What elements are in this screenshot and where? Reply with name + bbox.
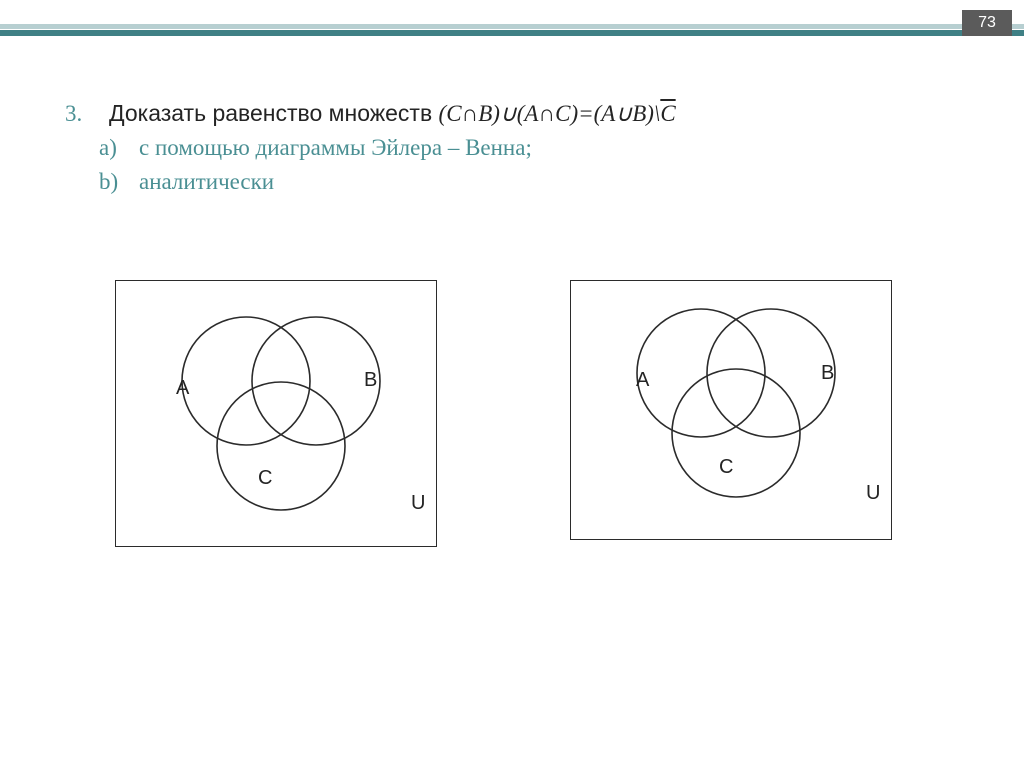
problem-number: 3. xyxy=(65,101,87,127)
venn-label-c: C xyxy=(258,467,272,489)
problem-formula: (C∩B)∪(A∩C)=(A∪B)\C xyxy=(439,101,676,126)
subitem-a: a) с помощью диаграммы Эйлера – Венна; xyxy=(99,135,984,161)
problem-text: Доказать равенство множеств (C∩B)∪(A∩C)=… xyxy=(109,100,676,127)
slide: 73 3. Доказать равенство множеств (C∩B)∪… xyxy=(0,0,1024,767)
venn-diagram-left: A B C U xyxy=(115,280,437,547)
subitem-a-text: с помощью диаграммы Эйлера – Венна; xyxy=(139,135,532,161)
venn-label-a: A xyxy=(176,377,190,399)
venn-diagrams-row: A B C U A B C U xyxy=(0,280,1024,600)
venn-diagram-right: A B C U xyxy=(570,280,892,540)
venn-circle-b xyxy=(252,317,380,445)
venn-label-u: U xyxy=(411,492,425,514)
venn-label-b: B xyxy=(821,362,834,384)
venn-circle-a xyxy=(637,309,765,437)
venn-circle-c xyxy=(672,369,800,497)
venn-label-b: B xyxy=(364,369,377,391)
subitem-a-letter: a) xyxy=(99,135,139,161)
subitem-b-text: аналитически xyxy=(139,169,274,195)
problem-prefix: Доказать равенство множеств xyxy=(109,100,439,126)
venn-circle-a xyxy=(182,317,310,445)
venn-circle-b xyxy=(707,309,835,437)
subitem-b-letter: b) xyxy=(99,169,139,195)
venn-circle-c xyxy=(217,382,345,510)
venn-label-c: C xyxy=(719,456,733,478)
problem-statement: 3. Доказать равенство множеств (C∩B)∪(A∩… xyxy=(65,100,984,127)
page-number-badge: 73 xyxy=(962,10,1012,36)
venn-label-a: A xyxy=(636,369,650,391)
venn-label-u: U xyxy=(866,482,880,504)
decorative-top-bar xyxy=(0,0,1024,38)
bar-dark xyxy=(0,30,1024,36)
content-area: 3. Доказать равенство множеств (C∩B)∪(A∩… xyxy=(65,100,984,195)
venn-left-svg: A B C U xyxy=(116,281,436,546)
subitem-b: b) аналитически xyxy=(99,169,984,195)
bar-light xyxy=(0,24,1024,29)
venn-right-svg: A B C U xyxy=(571,281,891,539)
